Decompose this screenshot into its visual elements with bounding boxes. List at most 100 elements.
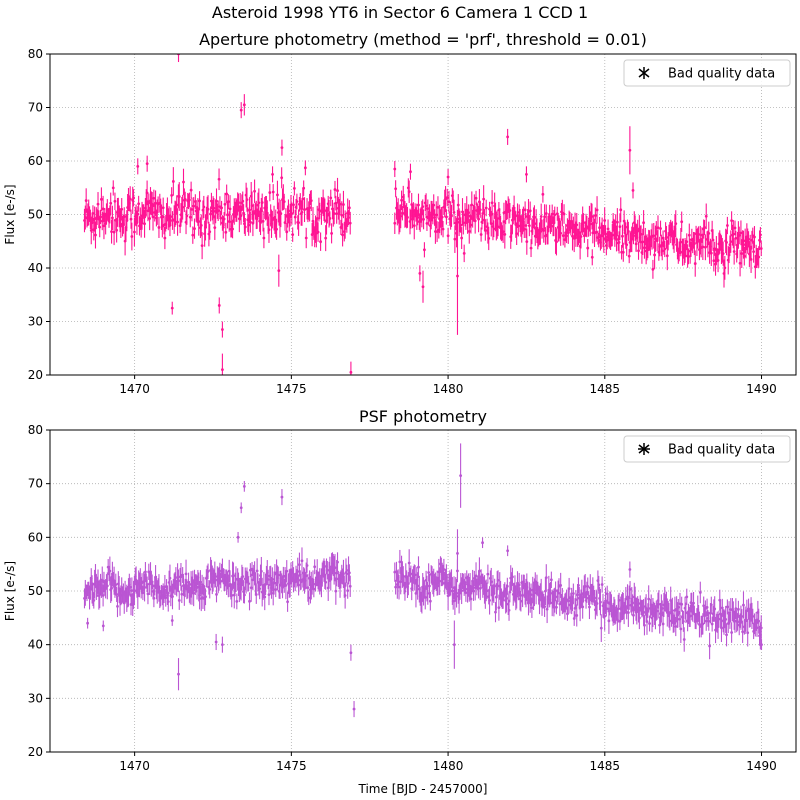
data-point [708,632,712,660]
data-point [684,602,688,624]
flux-series [83,443,763,718]
data-point [340,201,344,230]
data-point [651,259,655,279]
data-point [397,574,401,600]
data-point [403,581,407,601]
data-point [296,557,300,586]
data-point [416,209,420,226]
data-point [704,203,708,230]
data-point [226,201,229,229]
data-point [742,247,746,266]
data-point [517,572,521,597]
data-point [334,577,338,605]
data-point [515,583,519,609]
data-point [445,188,449,207]
data-point [324,225,328,252]
data-point [698,611,701,638]
data-point [216,200,220,221]
data-point [341,223,345,247]
data-point [157,216,161,238]
data-point [720,613,723,643]
x-tick-label: 1475 [276,759,307,773]
data-point [406,572,410,596]
data-point [610,223,614,247]
data-point [257,188,261,218]
data-point [642,599,646,626]
data-point [436,196,440,219]
data-point [151,203,155,231]
data-point [486,564,490,584]
data-point [505,584,508,613]
data-point [132,189,135,207]
data-point [632,606,635,625]
data-point [462,244,466,263]
data-point [648,615,651,632]
data-point [248,211,252,233]
data-point [101,584,105,607]
data-point [721,241,725,266]
data-point [731,219,735,249]
data-point [481,537,484,549]
data-point [543,204,546,230]
y-tick-label: 60 [28,530,43,544]
data-point [109,192,113,214]
data-point [147,193,151,213]
data-point [657,590,661,619]
data-point [577,577,580,594]
data-point [442,558,446,581]
data-point [614,214,618,240]
data-point [529,583,533,606]
data-point [214,633,218,651]
data-point [487,226,491,251]
data-point [189,181,193,199]
data-point [213,215,217,240]
data-point [258,578,262,600]
data-point [472,581,475,601]
data-point [348,211,352,235]
data-point [524,213,528,239]
data-point [759,241,763,257]
data-point [200,232,204,260]
data-point [446,169,450,186]
data-point [489,567,493,596]
data-point [422,209,425,230]
data-point [220,321,224,338]
data-point [102,212,106,240]
data-point [704,611,708,631]
data-point [464,583,468,602]
data-point [198,581,201,610]
data-point [490,190,494,216]
legend-box [623,435,791,463]
data-point [575,604,579,627]
data-point [508,581,512,603]
data-point [226,194,230,210]
data-point [166,591,170,612]
data-point [242,480,246,492]
data-point [182,168,185,196]
data-point [739,220,743,246]
data-point [538,217,542,245]
data-point [734,598,738,619]
y-tick-label: 40 [28,638,43,652]
data-point [331,199,334,218]
data-point [455,578,458,608]
data-point [426,581,430,605]
data-point [248,197,251,224]
data-point [342,190,345,219]
data-point [619,197,623,223]
data-point [170,301,174,315]
data-point [642,210,646,236]
data-point [624,586,628,612]
data-point [292,195,295,214]
data-point [659,220,662,237]
data-point [92,592,96,609]
data-point [259,556,263,586]
data-point [529,239,533,258]
data-point [740,239,744,269]
data-point [325,561,329,580]
flux-series [83,54,763,375]
data-point [643,615,646,636]
data-point [747,598,750,620]
data-point [676,599,680,616]
data-point [583,574,587,599]
